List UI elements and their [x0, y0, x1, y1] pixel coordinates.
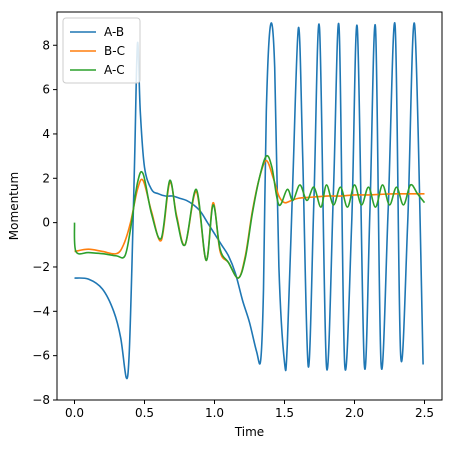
x-tick-label: 0.0	[65, 406, 84, 420]
x-axis-label: Time	[234, 425, 264, 439]
x-tick-label: 2.0	[345, 406, 364, 420]
y-tick-label: 6	[42, 83, 50, 97]
y-tick-label: −2	[32, 260, 50, 274]
y-tick-label: −6	[32, 349, 50, 363]
y-tick-label: 4	[42, 127, 50, 141]
y-tick-label: 8	[42, 38, 50, 52]
x-tick-label: 0.5	[135, 406, 154, 420]
y-tick-label: −8	[32, 393, 50, 407]
y-axis-ticks: −8 −6 −4 −2 0 2 4 6 8	[32, 38, 57, 407]
legend-label-b-c: B-C	[104, 44, 125, 58]
legend-label-a-c: A-C	[104, 63, 125, 77]
x-tick-label: 1.0	[205, 406, 224, 420]
legend-label-a-b: A-B	[104, 25, 124, 39]
legend: A-B B-C A-C	[62, 17, 141, 84]
axes-frame	[56, 11, 443, 401]
series-line-a-c	[73, 154, 426, 279]
plot-lines	[73, 22, 426, 380]
y-tick-label: 0	[42, 216, 50, 230]
y-tick-label: −4	[32, 304, 50, 318]
x-tick-label: 2.5	[415, 406, 434, 420]
series-line-a-b	[74, 22, 424, 380]
x-tick-label: 1.5	[275, 406, 294, 420]
legend-box	[62, 17, 141, 84]
y-tick-label: 2	[42, 171, 50, 185]
y-axis-label: Momentum	[7, 172, 21, 240]
x-axis-ticks: 0.0 0.5 1.0 1.5 2.0 2.5	[65, 400, 434, 420]
